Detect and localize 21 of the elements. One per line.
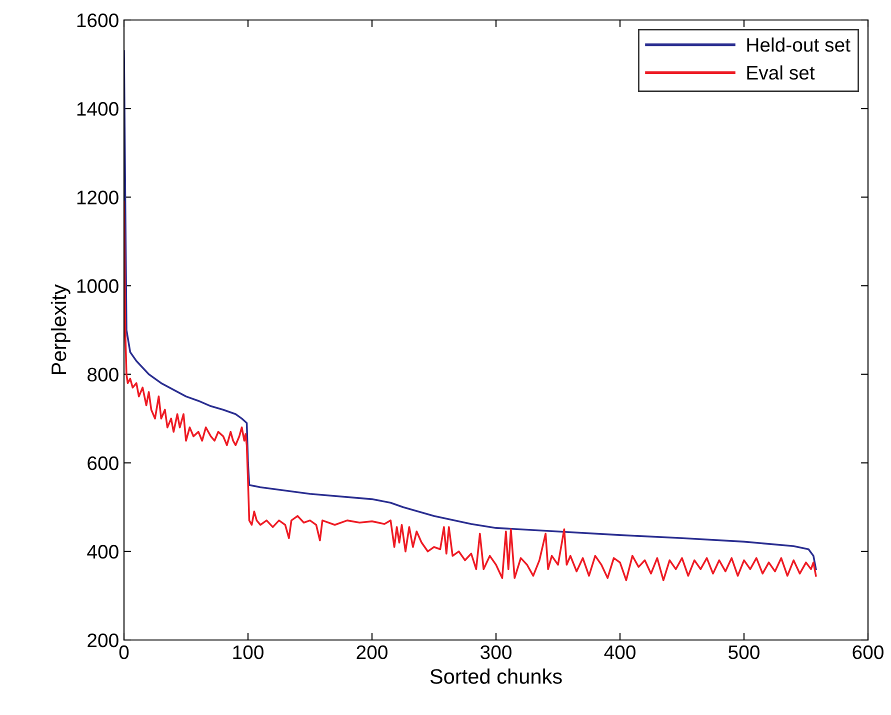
line-series bbox=[124, 50, 817, 570]
y-tick-label: 800 bbox=[88, 368, 118, 382]
y-tick-label: 200 bbox=[88, 633, 118, 648]
x-tick-label: 200 bbox=[356, 645, 388, 660]
y-tick-label: 1200 bbox=[77, 190, 118, 204]
x-tick-label: 500 bbox=[728, 645, 760, 660]
line-series bbox=[124, 200, 817, 582]
x-tick-label: 400 bbox=[604, 645, 636, 660]
x-tick-label: 100 bbox=[233, 645, 264, 660]
x-tick-label: 300 bbox=[480, 645, 512, 660]
x-axis-title: Sorted chunks bbox=[430, 668, 562, 684]
x-tick-label: 600 bbox=[852, 645, 884, 660]
x-tick-label: 0 bbox=[119, 645, 129, 660]
y-tick-label: 400 bbox=[87, 544, 118, 559]
y-tick-label: 600 bbox=[88, 456, 118, 470]
y-tick-label: 1600 bbox=[77, 13, 118, 28]
y-axis-title: Perplexity bbox=[50, 284, 70, 374]
legend-label: Held-out set bbox=[747, 38, 850, 52]
y-tick-label: 1000 bbox=[77, 279, 118, 293]
legend-label: Eval set bbox=[747, 65, 815, 80]
y-tick-label: 1400 bbox=[77, 102, 118, 116]
